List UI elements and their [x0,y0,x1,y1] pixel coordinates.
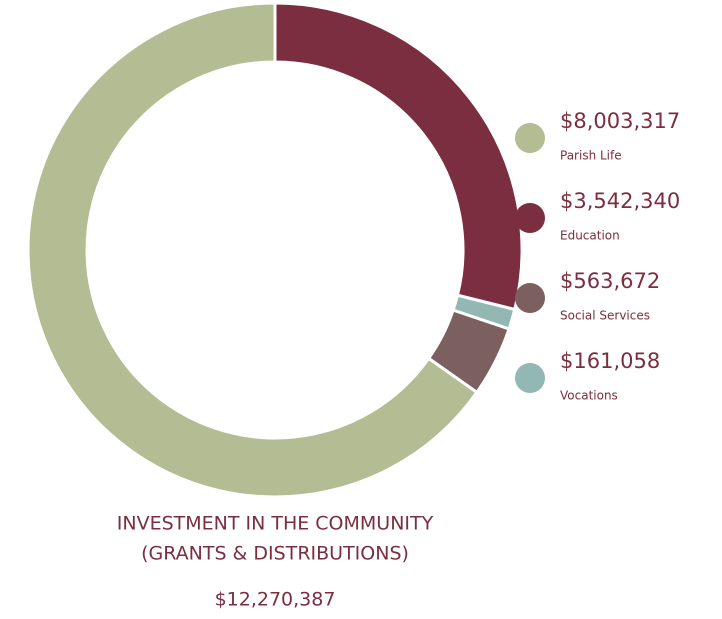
legend-swatch [515,363,545,393]
legend-label: Social Services [560,309,650,323]
legend-swatch [515,203,545,233]
legend-swatch [515,123,545,153]
legend-value: $8,003,317 [560,109,680,133]
legend-value: $563,672 [560,269,660,293]
legend-value: $161,058 [560,349,660,373]
legend-label: Education [560,229,620,243]
slice [26,1,479,499]
legend-value: $3,542,340 [560,189,680,213]
legend-swatch [515,283,545,313]
legend-label: Parish Life [560,149,622,163]
legend-label: Vocations [560,389,618,403]
chart-subtitle: (GRANTS & DISTRIBUTIONS) [141,543,409,565]
total: $12,270,387 [215,589,336,611]
chart-title: INVESTMENT IN THE COMMUNITY [117,513,434,535]
slice [273,1,524,312]
